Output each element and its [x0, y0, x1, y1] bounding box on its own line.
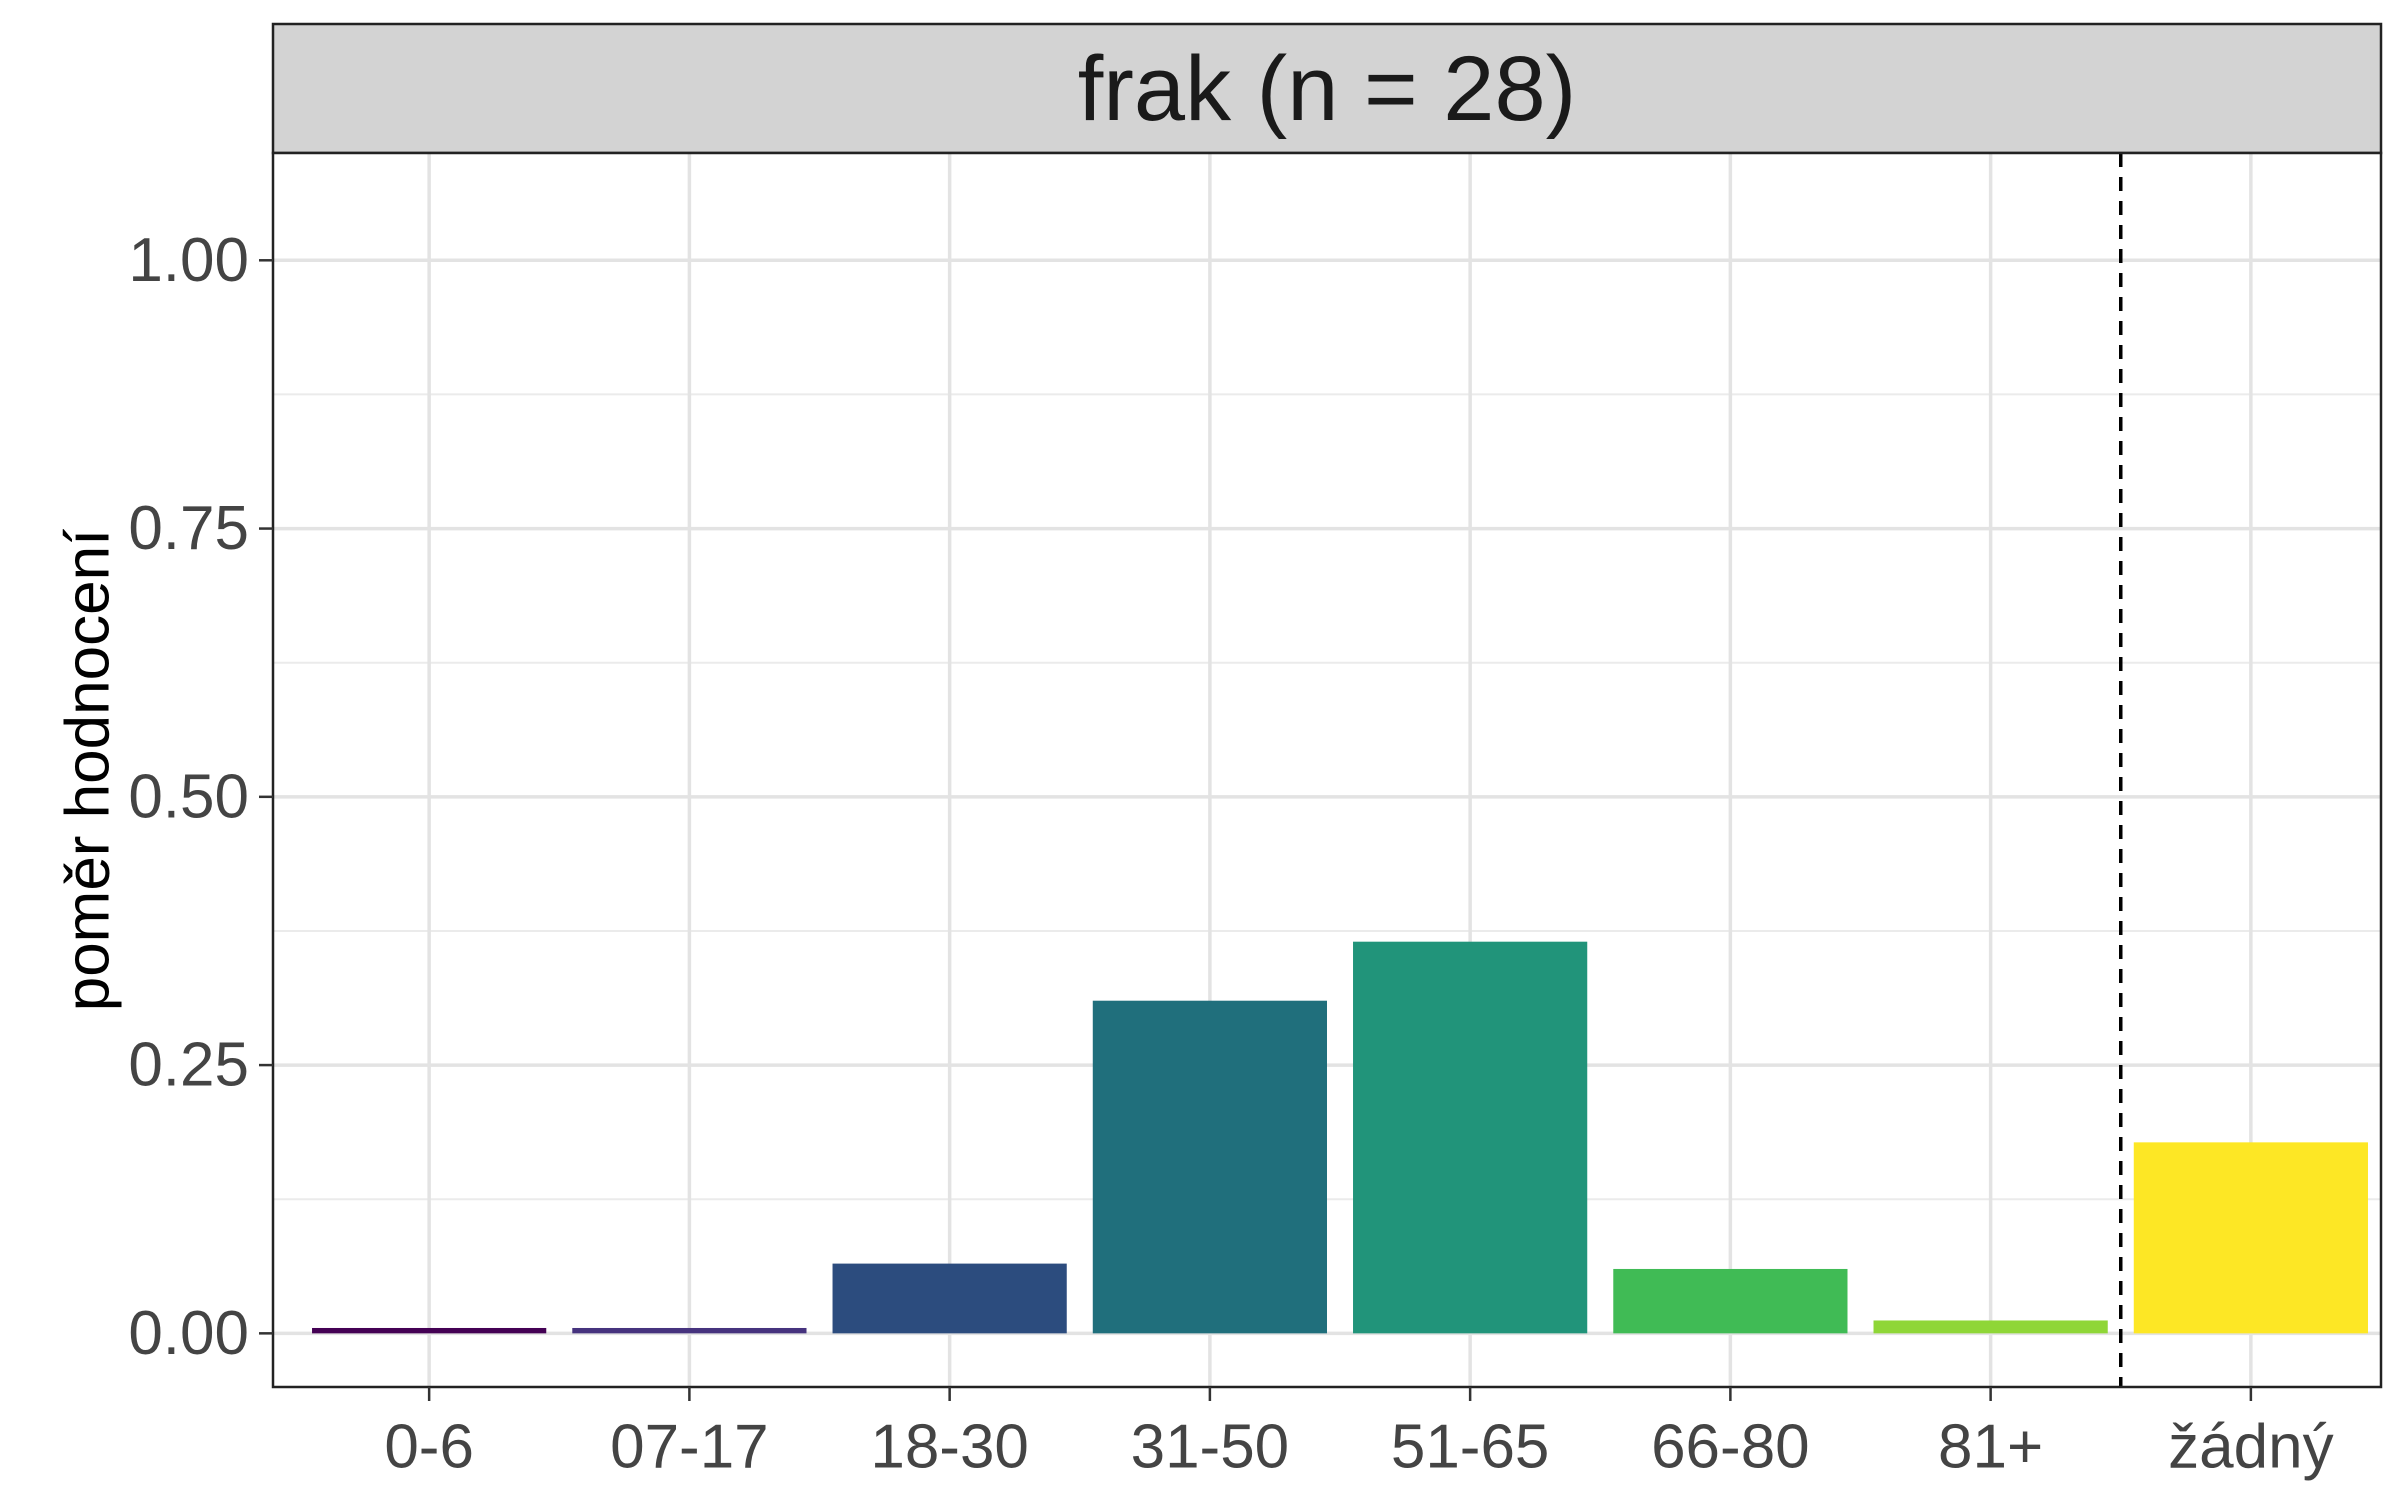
x-tick-label: 51-65: [1391, 1413, 1550, 1482]
bars: [312, 941, 2368, 1334]
x-tick-label: 81+: [1938, 1413, 2043, 1482]
y-axis: 0.00 0.25 0.50 0.75 1.00: [128, 226, 273, 1368]
facet-strip: [271, 22, 2383, 155]
y-axis-title: poměr hodnocení: [54, 529, 123, 1012]
x-tick-label: 07-17: [610, 1413, 769, 1482]
y-tick-label: 0.75: [128, 494, 249, 563]
bar-18-30: [832, 1263, 1067, 1334]
x-axis: 0-6 07-17 18-30 31-50 51-65 66-80 81+ žádný: [384, 1387, 2334, 1482]
bar-07-17: [572, 1327, 807, 1334]
bar-0-6: [312, 1327, 547, 1334]
bar-51-65: [1353, 941, 1588, 1334]
x-tick-label: 66-80: [1651, 1413, 1810, 1482]
y-tick-label: 0.25: [128, 1031, 249, 1100]
plot-panel-border: [271, 151, 2383, 1389]
facet-title: frak (n = 28): [1078, 38, 1577, 140]
x-tick-label: 0-6: [384, 1413, 474, 1482]
bar-žádný: [2133, 1142, 2368, 1334]
y-tick-label: 1.00: [128, 226, 249, 295]
y-tick-label: 0.50: [128, 762, 249, 831]
bar-31-50: [1092, 1000, 1327, 1334]
x-tick-label: 18-30: [870, 1413, 1029, 1482]
x-tick-label: 31-50: [1131, 1413, 1290, 1482]
bar-66-80: [1613, 1268, 1848, 1334]
bar-81+: [1873, 1320, 2108, 1334]
x-tick-label: žádný: [2168, 1413, 2333, 1482]
y-tick-label: 0.00: [128, 1299, 249, 1368]
